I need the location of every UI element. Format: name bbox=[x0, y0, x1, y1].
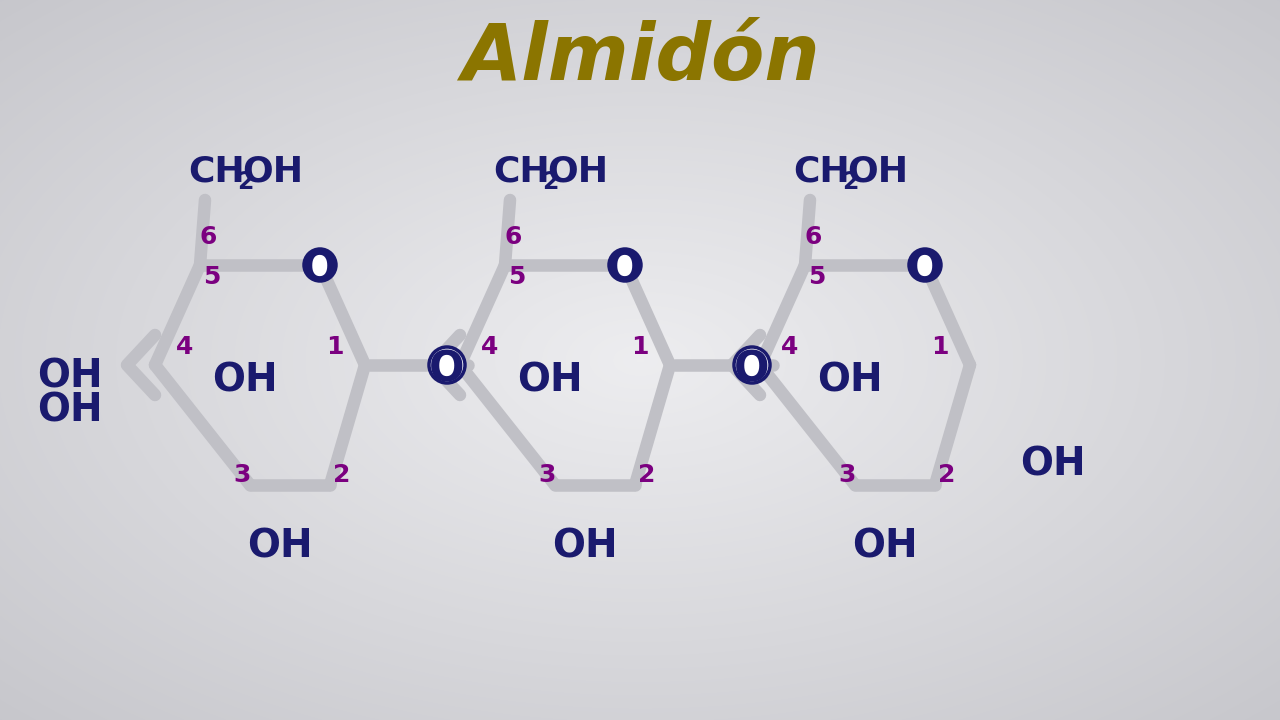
Text: 4: 4 bbox=[781, 335, 799, 359]
Text: O: O bbox=[908, 248, 943, 290]
Text: 3: 3 bbox=[233, 463, 251, 487]
Text: 5: 5 bbox=[204, 265, 220, 289]
Text: 5: 5 bbox=[808, 265, 826, 289]
Text: 2: 2 bbox=[639, 463, 655, 487]
Text: CH: CH bbox=[794, 155, 850, 189]
Text: CH: CH bbox=[494, 155, 550, 189]
Text: OH: OH bbox=[517, 361, 582, 399]
Text: OH: OH bbox=[852, 528, 918, 566]
Text: 2: 2 bbox=[938, 463, 956, 487]
Circle shape bbox=[609, 249, 641, 281]
Text: OH: OH bbox=[212, 361, 278, 399]
Text: OH: OH bbox=[37, 391, 102, 429]
Circle shape bbox=[733, 347, 771, 383]
Text: 4: 4 bbox=[177, 335, 193, 359]
Circle shape bbox=[305, 249, 335, 281]
Text: 1: 1 bbox=[326, 335, 344, 359]
Text: O: O bbox=[302, 248, 338, 290]
Text: 3: 3 bbox=[539, 463, 556, 487]
Circle shape bbox=[429, 347, 465, 383]
Text: 4: 4 bbox=[481, 335, 499, 359]
Text: O: O bbox=[735, 348, 769, 390]
Text: 1: 1 bbox=[932, 335, 948, 359]
Text: O: O bbox=[607, 248, 643, 290]
Text: CH: CH bbox=[188, 155, 246, 189]
Text: OH: OH bbox=[817, 361, 883, 399]
Text: 5: 5 bbox=[508, 265, 526, 289]
Text: OH: OH bbox=[847, 155, 909, 189]
Text: OH: OH bbox=[1020, 446, 1085, 484]
Circle shape bbox=[909, 249, 941, 281]
Text: 1: 1 bbox=[631, 335, 649, 359]
Text: Almidón: Almidón bbox=[461, 20, 819, 96]
Text: OH: OH bbox=[548, 155, 608, 189]
Text: 2: 2 bbox=[541, 170, 558, 194]
Text: 2: 2 bbox=[842, 170, 858, 194]
Text: OH: OH bbox=[552, 528, 618, 566]
Text: OH: OH bbox=[242, 155, 303, 189]
Text: OH: OH bbox=[247, 528, 312, 566]
Text: 6: 6 bbox=[200, 225, 216, 249]
Text: 6: 6 bbox=[804, 225, 822, 249]
Text: 6: 6 bbox=[504, 225, 522, 249]
Text: 3: 3 bbox=[838, 463, 856, 487]
Text: OH: OH bbox=[37, 358, 102, 396]
Text: 2: 2 bbox=[333, 463, 351, 487]
Text: O: O bbox=[429, 348, 465, 390]
Text: 2: 2 bbox=[237, 170, 253, 194]
